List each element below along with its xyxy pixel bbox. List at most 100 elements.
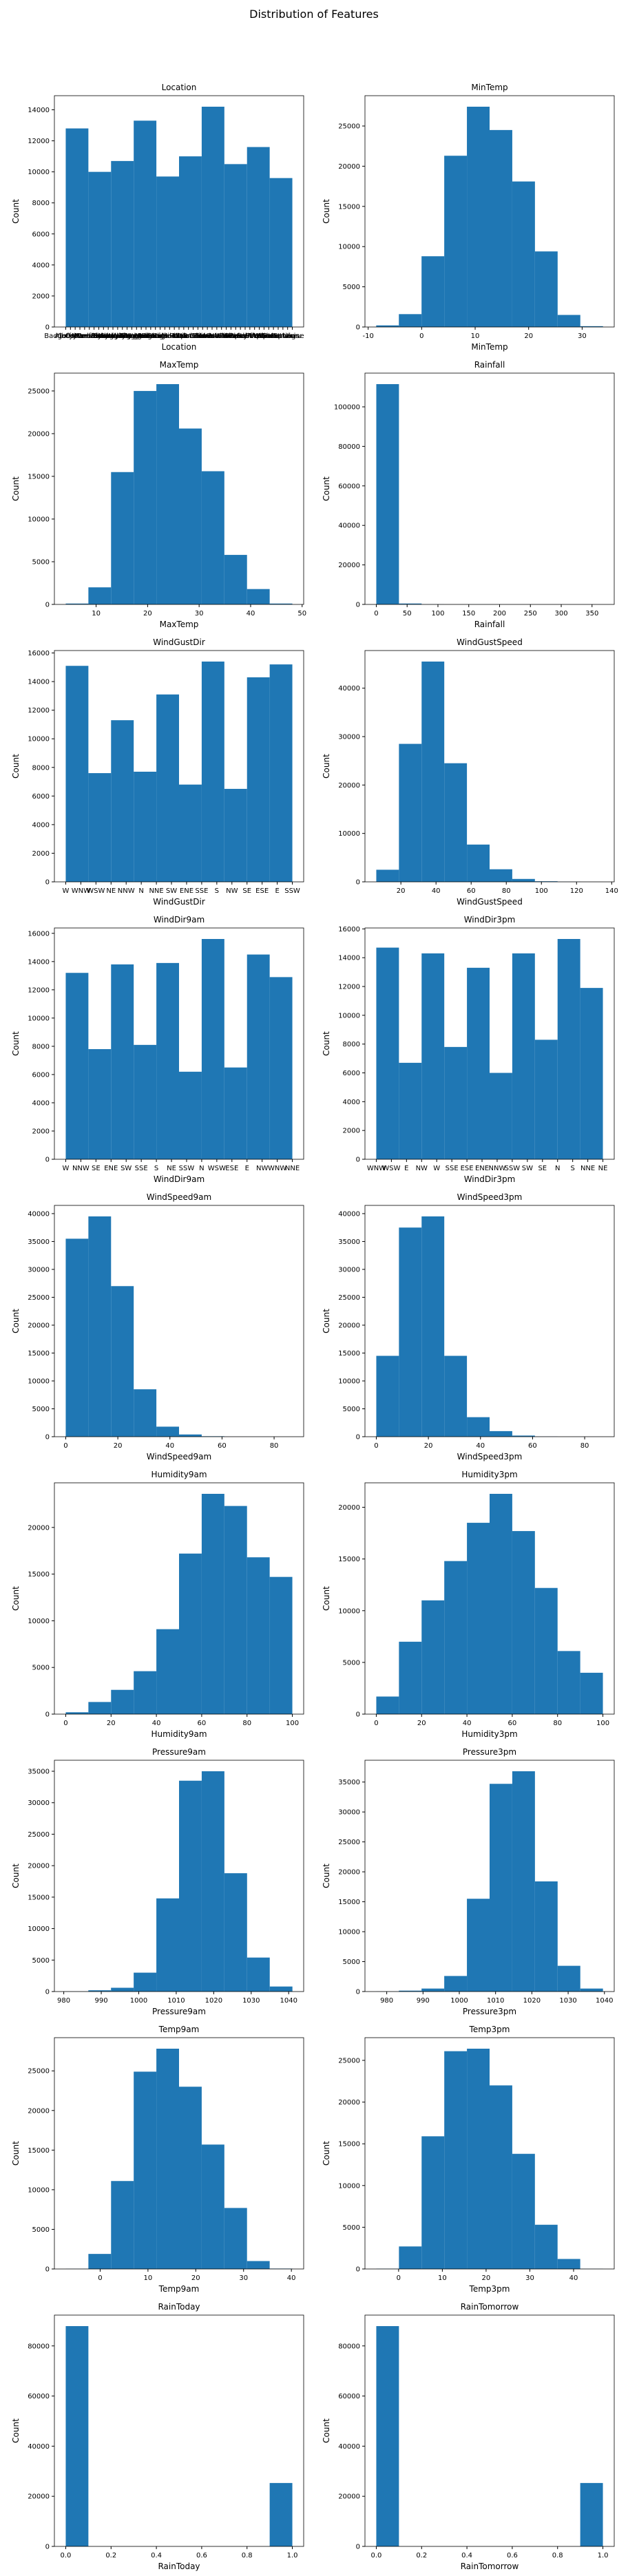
x-tick-label: ESE [461,1165,474,1172]
y-axis-label: Count [322,2141,331,2166]
x-tick-label: WNW [367,1165,386,1172]
y-tick-label: 0 [45,1157,50,1164]
y-axis-label: Count [11,1864,21,1888]
x-tick-label: Townsville [194,332,230,340]
bar [512,2153,535,2269]
y-tick-label: 10000 [28,516,50,523]
bar [512,181,535,327]
axes-frame [364,372,615,605]
x-tick-label: 120 [570,887,583,895]
y-tick-label: 30000 [28,1799,50,1807]
bar [399,1641,422,1714]
y-tick-label: 25000 [338,123,360,131]
x-tick-label: 1020 [523,1997,541,2005]
bar [247,954,270,1159]
bar [376,384,399,604]
x-tick-label: 20 [143,610,152,617]
y-tick-label: 5000 [32,1957,50,1965]
x-tick-label: E [245,1165,249,1172]
bar [421,2136,445,2269]
x-tick-label: Dartmoor [177,332,211,340]
x-tick-label: Cairns [192,332,213,340]
bar [512,878,535,882]
y-tick-label: 4000 [32,262,50,269]
y-tick-label: 25000 [338,1839,360,1846]
bar [179,1553,202,1714]
bar [557,939,580,1159]
x-tick-label: Brisbane [182,332,213,340]
axes-frame [54,2037,304,2270]
bar [224,788,247,882]
x-tick-label: Darwin [271,332,295,340]
x-tick-label: SSW [284,887,300,895]
y-tick-label: 15000 [338,1350,360,1358]
y-tick-label: 0 [45,1434,50,1442]
bar [444,2051,468,2269]
bar [490,1430,512,1437]
x-tick-label: W [63,887,70,895]
bar [467,1523,490,1714]
x-tick-label: 80 [580,1442,589,1450]
y-tick-label: 4000 [32,821,50,829]
y-tick-label: 5000 [343,2224,360,2232]
x-tick-label: Mildura [162,332,187,340]
x-tick-label: 0.2 [416,2552,427,2559]
y-tick-label: 10000 [28,169,50,176]
x-tick-label: 100 [431,610,444,617]
bar [421,256,445,327]
bar [421,1988,445,1992]
x-tick-label: SE [242,887,251,895]
y-tick-label: 80000 [338,443,360,451]
y-tick-label: 15000 [338,2141,360,2149]
bar [247,677,270,882]
x-tick-label: 40 [463,1720,472,1727]
y-tick-label: 2000 [343,1128,360,1135]
y-tick-label: 20000 [338,1504,360,1512]
bar [557,315,580,327]
y-tick-label: 2000 [32,1128,50,1135]
bar [179,428,202,604]
y-tick-label: 10000 [338,830,360,838]
x-tick-label: 0.6 [507,2552,518,2559]
y-tick-label: 20000 [338,1869,360,1877]
y-tick-label: 10000 [28,1925,50,1933]
y-tick-label: 0 [356,1434,360,1442]
bar [534,1587,558,1714]
axes-title: Temp9am [158,2025,200,2034]
x-tick-label: 0.0 [61,2552,72,2559]
x-tick-label: Richmond [91,332,125,340]
y-axis-label: Count [11,1309,21,1333]
y-axis-label: Count [322,1031,331,1056]
bar [111,1689,134,1714]
bar [111,1286,134,1437]
bar [134,1671,157,1714]
x-tick-label: Watsonia [173,332,205,340]
bar [444,156,468,327]
bar [534,251,558,327]
x-tick-label: SW [166,887,177,895]
y-tick-label: 40000 [28,2443,50,2451]
bar [444,1976,468,1992]
bar [201,662,224,882]
x-tick-label: 40 [165,1442,174,1450]
y-tick-label: 5000 [32,1406,50,1413]
x-tick-label: SSE [446,1165,459,1172]
bar [376,1355,399,1437]
x-tick-label: 100 [596,1720,609,1727]
y-tick-label: 0 [356,602,360,609]
bar [247,589,270,604]
bar [65,2326,89,2546]
x-tick-label: 40 [569,2274,578,2282]
axes-title: Humidity3pm [461,1470,517,1479]
axes-frame [54,1760,304,1992]
y-tick-label: 20000 [338,562,360,569]
x-tick-label: WSW [208,1165,226,1172]
axes-frame [54,650,304,883]
x-tick-label: Wollongong [112,332,152,340]
axes-frame [364,95,615,328]
x-tick-label: Canberra [121,332,152,340]
x-tick-label: 80 [242,1720,251,1727]
y-axis-label: Count [322,476,331,501]
y-tick-label: 40000 [28,1210,50,1218]
bar [490,2085,512,2269]
